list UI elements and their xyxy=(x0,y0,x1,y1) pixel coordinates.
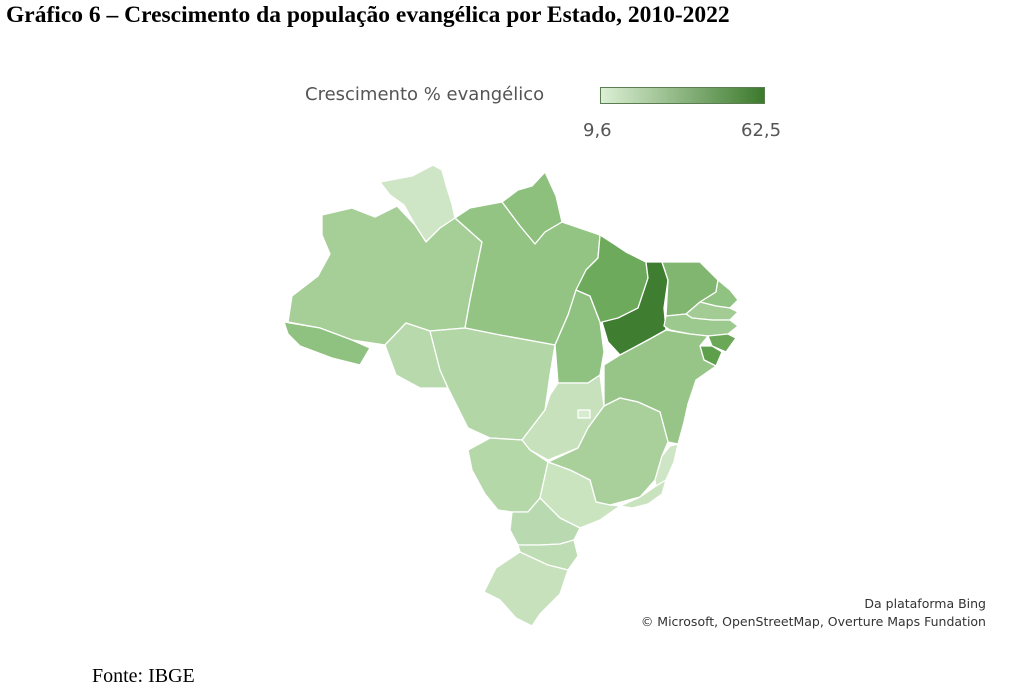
state-AL xyxy=(707,333,737,353)
state-PE xyxy=(663,313,739,337)
state-AM xyxy=(287,205,483,346)
states-layer xyxy=(283,164,739,627)
legend-min-value: 9,6 xyxy=(583,120,612,141)
legend-label: Crescimento % evangélico xyxy=(305,84,545,105)
state-ES xyxy=(654,443,679,487)
chart-title: Gráfico 6 – Crescimento da população eva… xyxy=(6,2,730,28)
state-DF xyxy=(577,409,591,419)
map-attribution-copyright: © Microsoft, OpenStreetMap, Overture Map… xyxy=(640,614,986,629)
state-SP xyxy=(539,461,621,529)
legend-gradient-bar xyxy=(600,87,765,104)
source-note: Fonte: IBGE xyxy=(92,665,195,687)
state-AC xyxy=(283,321,371,366)
legend-max-value: 62,5 xyxy=(741,120,782,141)
state-RS xyxy=(483,551,569,627)
state-RJ xyxy=(619,479,667,509)
state-GO xyxy=(521,374,605,461)
state-MG xyxy=(547,397,669,506)
map-attribution-provider: Da plataforma Bing xyxy=(864,596,986,611)
